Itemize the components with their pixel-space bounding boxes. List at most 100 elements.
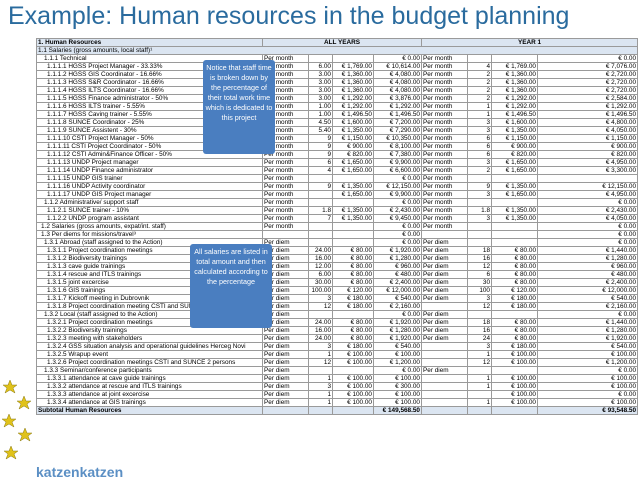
quantity-y1: 1 bbox=[467, 110, 492, 119]
quantity bbox=[308, 310, 333, 319]
unit-cost: € 120.00 bbox=[332, 286, 374, 295]
quantity: 3 bbox=[308, 342, 333, 351]
unit-cost-y1: € 1,350.00 bbox=[491, 182, 538, 191]
table-row: 1.1.1.16 UNDP Activity coordinator Per mo… bbox=[36, 182, 638, 191]
quantity: 9 bbox=[308, 182, 333, 191]
unit-cost: € 80.00 bbox=[332, 246, 374, 255]
table-row: 1.3.2.5 Wrapup event Per diem 1 € 100.00 € 1… bbox=[36, 350, 638, 359]
staff-time-callout: Notice that staff time is broken down by… bbox=[203, 60, 275, 154]
unit-y1: Per diem bbox=[421, 294, 468, 303]
total-y1: € 100.00 bbox=[536, 382, 638, 391]
unit-cost-y1: € 80.00 bbox=[491, 270, 538, 279]
total-all-years: € 1,920.00 bbox=[373, 334, 422, 343]
quantity-y1: 16 bbox=[467, 254, 492, 263]
quantity-y1: 3 bbox=[467, 158, 492, 167]
total-all-years: € 3,876.00 bbox=[373, 94, 422, 103]
unit-cost-y1: € 1,600.00 bbox=[491, 118, 538, 127]
table-row: 1.1.1.8 SUNCE Coordinator - 25% Per month… bbox=[36, 118, 638, 127]
unit-cost bbox=[332, 54, 374, 63]
quantity-y1: 12 bbox=[467, 358, 492, 367]
katzenkatzen-logo: katzenkatzen bbox=[36, 464, 124, 480]
unit-cost-y1: € 1,350.00 bbox=[491, 126, 538, 135]
header-section: 1. Human Resources bbox=[36, 38, 263, 47]
unit-cost: € 180.00 bbox=[332, 302, 374, 311]
unit-cost: € 100.00 bbox=[332, 382, 374, 391]
table-row: 1.1.2.2 UNDP program assistant Per month 7… bbox=[36, 214, 638, 223]
row-label: 1.3.2.5 Wrapup event bbox=[36, 350, 263, 359]
quantity-y1: 2 bbox=[467, 166, 492, 175]
unit-cost: € 1,292.00 bbox=[332, 102, 374, 111]
unit: Per diem bbox=[262, 342, 309, 351]
table-row: 1.3.3.2 attendance at rescue and ITLS tr… bbox=[36, 382, 638, 391]
quantity: 6.00 bbox=[308, 270, 333, 279]
total-y1: € 2,400.00 bbox=[536, 278, 638, 287]
total-y1: € 1,280.00 bbox=[536, 254, 638, 263]
total-y1: € 1,292.00 bbox=[536, 102, 638, 111]
quantity-y1: 24 bbox=[467, 334, 492, 343]
unit: Per diem bbox=[262, 366, 309, 375]
total-all-years: € 100.00 bbox=[373, 390, 422, 399]
unit-y1: Per month bbox=[421, 190, 468, 199]
total-y1: € 960.00 bbox=[536, 262, 638, 271]
quantity-y1 bbox=[467, 310, 492, 319]
unit-cost-y1: € 80.00 bbox=[491, 246, 538, 255]
total-all-years: € 2,430.00 bbox=[373, 206, 422, 215]
table-row: 1.1.1.13 UNDP Project manager Per month 6 €… bbox=[36, 158, 638, 167]
total-y1: € 100.00 bbox=[536, 374, 638, 383]
table-row: 1.3.2.6 Project coordination meetings CS… bbox=[36, 358, 638, 367]
total-all-years: € 9,900.00 bbox=[373, 158, 422, 167]
quantity: 4 bbox=[308, 166, 333, 175]
table-row: 1.3.2.1 Project coordination meetings Per… bbox=[36, 318, 638, 327]
row-label: 1.3 Per diems for missions/travel³ bbox=[36, 230, 263, 239]
unit-y1: Per diem bbox=[421, 310, 468, 319]
unit-cost-y1: € 1,292.00 bbox=[491, 94, 538, 103]
row-label: 1.3.3.4 attendance at GIS trainings bbox=[36, 398, 263, 407]
unit-cost-y1: € 180.00 bbox=[491, 302, 538, 311]
quantity-y1: 12 bbox=[467, 262, 492, 271]
unit-y1: Per diem bbox=[421, 238, 468, 247]
unit-y1: Per month bbox=[421, 70, 468, 79]
unit-cost-y1: € 100.00 bbox=[491, 382, 538, 391]
table-row: 1.1.2.1 SUNCE trainer - 10% Per month 1.8 €… bbox=[36, 206, 638, 215]
unit-y1 bbox=[421, 374, 468, 383]
quantity: 6.00 bbox=[308, 62, 333, 71]
total-y1: € 0.00 bbox=[536, 222, 638, 231]
unit-cost: € 1,650.00 bbox=[332, 166, 374, 175]
row-label: 1.3.3.2 attendance at rescue and ITLS tr… bbox=[36, 382, 263, 391]
unit: Per diem bbox=[262, 390, 309, 399]
unit-y1: Per month bbox=[421, 78, 468, 87]
unit-cost-y1: € 80.00 bbox=[491, 262, 538, 271]
unit: Per month bbox=[262, 214, 309, 223]
unit bbox=[262, 406, 309, 415]
row-label: 1.1 Salaries (gross amounts, local staff… bbox=[35, 46, 638, 55]
total-all-years: € 480.00 bbox=[373, 270, 422, 279]
unit-y1 bbox=[421, 230, 468, 239]
unit-cost: € 100.00 bbox=[332, 350, 374, 359]
unit-cost: € 1,600.00 bbox=[332, 118, 374, 127]
quantity-y1: 2 bbox=[467, 78, 492, 87]
unit-cost bbox=[332, 406, 374, 415]
quantity: 3.00 bbox=[308, 94, 333, 103]
table-row: 1.3.1.1 Project coordination meetings Per… bbox=[36, 246, 638, 255]
table-row: 1.1.1.4 HGSS ILTS Coordinator - 16.66% Pe… bbox=[36, 86, 638, 95]
unit-y1 bbox=[421, 398, 468, 407]
unit-cost: € 1,360.00 bbox=[332, 78, 374, 87]
unit: Per diem bbox=[262, 374, 309, 383]
unit: Per diem bbox=[262, 382, 309, 391]
total-all-years: € 300.00 bbox=[373, 382, 422, 391]
unit: Per month bbox=[262, 158, 309, 167]
quantity-y1: 18 bbox=[467, 318, 492, 327]
total-all-years: € 1,496.50 bbox=[373, 110, 422, 119]
total-y1: € 480.00 bbox=[536, 270, 638, 279]
total-all-years: € 0.00 bbox=[373, 198, 422, 207]
header-year-1: YEAR 1 bbox=[420, 38, 638, 47]
unit-y1: Per month bbox=[421, 222, 468, 231]
total-y1: € 12,000.00 bbox=[536, 286, 638, 295]
total-y1: € 4,950.00 bbox=[536, 190, 638, 199]
total-all-years: € 7,290.00 bbox=[373, 126, 422, 135]
table-row: 1.3.1.6 GIS trainings Per diem 100.00 € 120… bbox=[36, 286, 638, 295]
star-decoration-icon bbox=[1, 379, 33, 460]
table-row: 1.3.1.8 Project coordination meeting CST… bbox=[36, 302, 638, 311]
unit: Per month bbox=[262, 222, 309, 231]
quantity-y1: 3 bbox=[467, 342, 492, 351]
